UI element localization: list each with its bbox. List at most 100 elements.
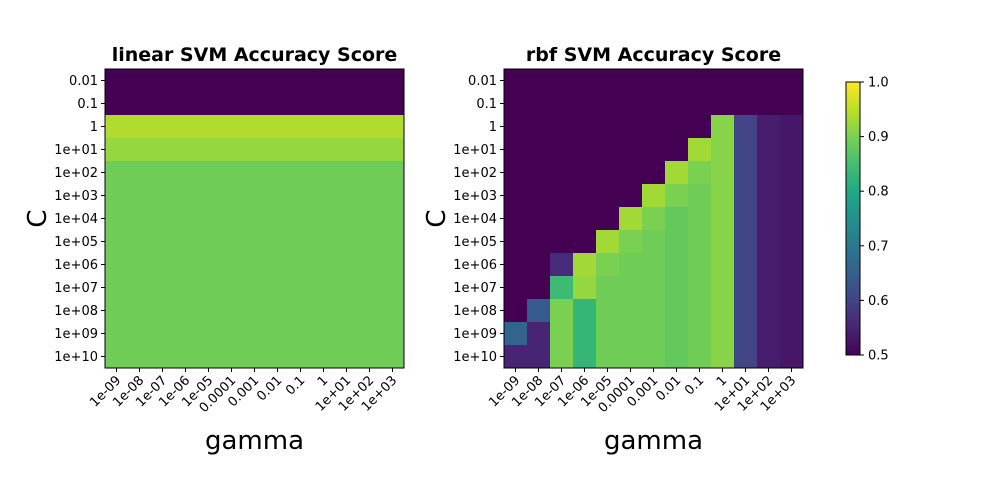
rbf-cell: [504, 69, 528, 93]
linear-cell: [358, 92, 382, 116]
linear-cell: [312, 345, 336, 369]
linear-cell: [335, 299, 359, 323]
rbf-cell: [642, 253, 666, 277]
rbf-cell: [734, 345, 758, 369]
linear-cell: [266, 253, 290, 277]
rbf-cell: [688, 253, 712, 277]
rbf-cell: [527, 92, 551, 116]
rbf-cell: [550, 115, 574, 139]
rbf-cell: [573, 299, 597, 323]
linear-cell: [174, 253, 198, 277]
linear-cell: [381, 92, 405, 116]
linear-cell: [266, 138, 290, 162]
linear-cell: [174, 184, 198, 208]
rbf-cell: [550, 276, 574, 300]
linear-cell: [289, 115, 313, 139]
rbf-cell: [711, 345, 735, 369]
rbf-cell: [573, 207, 597, 231]
linear-cell: [174, 322, 198, 346]
rbf-cell: [734, 115, 758, 139]
rbf-cell: [711, 161, 735, 185]
rbf-cell: [550, 69, 574, 93]
rbf-cell: [688, 184, 712, 208]
rbf-ytick-label: 0.1: [476, 97, 497, 112]
linear-cell: [335, 253, 359, 277]
rbf-ytick-label: 1: [489, 120, 497, 135]
linear-cell: [151, 345, 175, 369]
rbf-cell: [573, 345, 597, 369]
linear-cell: [220, 322, 244, 346]
rbf-cell: [780, 92, 804, 116]
linear-cell: [220, 253, 244, 277]
linear-cell: [312, 69, 336, 93]
rbf-cell: [619, 161, 643, 185]
linear-cell: [381, 184, 405, 208]
linear-cell: [289, 345, 313, 369]
linear-cell: [358, 115, 382, 139]
rbf-cell: [596, 115, 620, 139]
rbf-cell: [688, 115, 712, 139]
linear-cell: [128, 299, 152, 323]
linear-cell: [151, 115, 175, 139]
linear-cell: [243, 184, 267, 208]
linear-cell: [105, 115, 129, 139]
linear-cell: [381, 161, 405, 185]
linear-cell: [266, 322, 290, 346]
colorbar: 0.5 0.6 0.7 0.8 0.9 1.0: [845, 76, 889, 364]
linear-cell: [266, 184, 290, 208]
rbf-cell: [688, 92, 712, 116]
rbf-cell: [504, 299, 528, 323]
rbf-cell: [573, 115, 597, 139]
linear-cell: [243, 69, 267, 93]
linear-cell: [151, 207, 175, 231]
linear-cell: [197, 207, 221, 231]
linear-cell: [358, 345, 382, 369]
linear-cell: [289, 230, 313, 254]
linear-cell: [266, 115, 290, 139]
linear-yaxis-label: C: [23, 209, 53, 227]
rbf-cell: [665, 253, 689, 277]
rbf-ytick-label: 1e+09: [453, 327, 497, 342]
linear-cell: [312, 230, 336, 254]
rbf-cell: [711, 92, 735, 116]
rbf-cell: [596, 230, 620, 254]
rbf-cell: [619, 299, 643, 323]
linear-cell: [197, 92, 221, 116]
linear-cell: [243, 230, 267, 254]
linear-cell: [151, 184, 175, 208]
linear-cell: [105, 161, 129, 185]
rbf-ytick-label: 1e+04: [453, 212, 497, 227]
linear-cell: [312, 299, 336, 323]
rbf-cell: [711, 115, 735, 139]
rbf-cell: [527, 322, 551, 346]
rbf-xaxis-label: gamma: [604, 426, 703, 456]
rbf-cell: [642, 92, 666, 116]
linear-ytick-label: 1e+07: [54, 281, 98, 296]
rbf-cell: [596, 299, 620, 323]
rbf-cell: [504, 115, 528, 139]
linear-cell: [197, 69, 221, 93]
linear-cell: [197, 161, 221, 185]
rbf-cell: [665, 115, 689, 139]
linear-cell: [358, 276, 382, 300]
rbf-cell: [550, 322, 574, 346]
linear-cell: [289, 276, 313, 300]
linear-cell: [312, 115, 336, 139]
linear-cell: [243, 299, 267, 323]
linear-ytick-label: 0.1: [77, 97, 98, 112]
rbf-cell: [619, 253, 643, 277]
linear-cell: [128, 207, 152, 231]
linear-cell: [151, 69, 175, 93]
linear-ytick-label: 1e+08: [54, 304, 98, 319]
rbf-cell: [711, 69, 735, 93]
rbf-cell: [780, 115, 804, 139]
rbf-cell: [757, 92, 781, 116]
linear-cell: [335, 161, 359, 185]
linear-cell: [128, 230, 152, 254]
rbf-cell: [780, 230, 804, 254]
linear-cell: [197, 345, 221, 369]
linear-ytick-label: 0.01: [69, 74, 98, 89]
rbf-cell: [527, 207, 551, 231]
linear-cell: [128, 253, 152, 277]
rbf-cell: [596, 138, 620, 162]
